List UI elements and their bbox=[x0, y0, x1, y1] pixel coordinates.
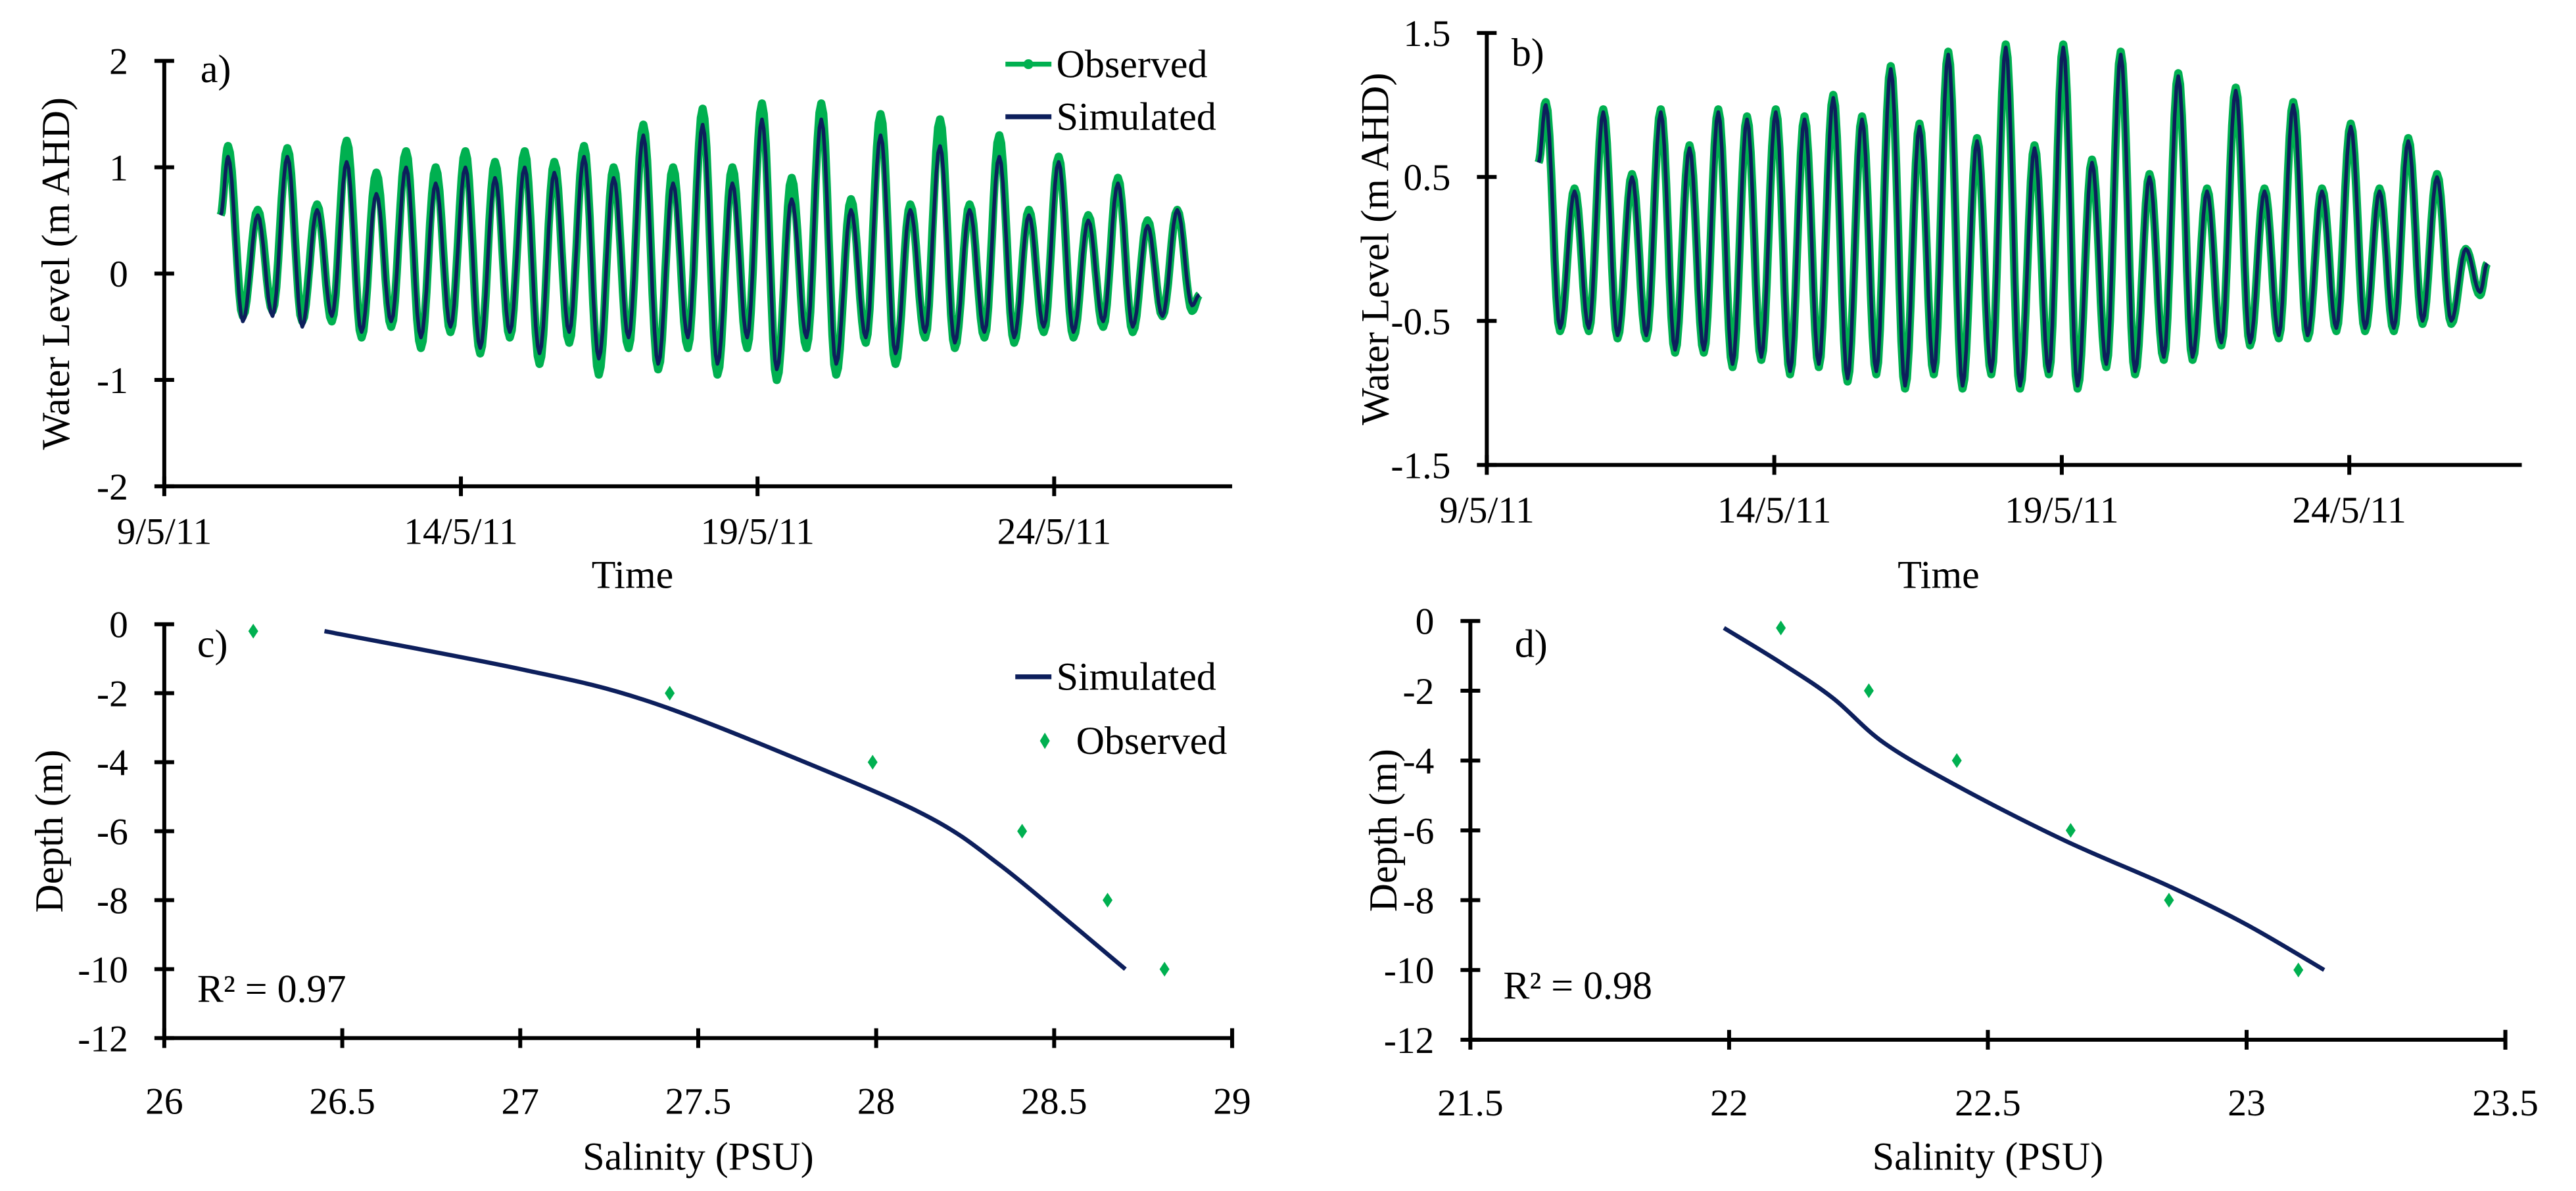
y-tick-label: -12 bbox=[78, 1018, 128, 1060]
y-tick-label: 0.5 bbox=[1404, 157, 1451, 198]
x-tick-label: 24/5/11 bbox=[2292, 490, 2406, 531]
y-tick-label: -10 bbox=[78, 949, 128, 991]
x-tick-label: 14/5/11 bbox=[404, 511, 517, 552]
x-tick-label: 28.5 bbox=[1021, 1081, 1087, 1122]
y-tick-label: -2 bbox=[1403, 671, 1435, 712]
panel-label: b) bbox=[1512, 31, 1544, 74]
observed-point bbox=[248, 623, 258, 639]
y-tick-label: 1.5 bbox=[1404, 13, 1451, 55]
x-tick-label: 27.5 bbox=[665, 1081, 732, 1122]
observed-point bbox=[1103, 893, 1113, 908]
observed-point bbox=[665, 686, 675, 701]
x-tick-label: 26 bbox=[145, 1081, 183, 1122]
series-simulated-line bbox=[1723, 626, 2326, 972]
y-tick-label: -10 bbox=[1384, 950, 1435, 992]
y-tick-label: -4 bbox=[1403, 741, 1435, 782]
y-axis-title: Depth (m) bbox=[1362, 749, 1405, 912]
y-tick-label: 0 bbox=[1416, 601, 1435, 643]
panel-c: 0 -2 -4 -6 -8 -10 -12 26 26.5 27 27.5 28 28.5 29 c) Sal… bbox=[28, 605, 1251, 1179]
observed-point bbox=[2293, 962, 2304, 977]
legend: Simulated Observed bbox=[1015, 655, 1227, 762]
y-axis-title: Water Level (m AHD) bbox=[34, 97, 78, 450]
y-tick-label: -0.5 bbox=[1391, 301, 1450, 342]
r-squared-annotation: R² = 0.98 bbox=[1503, 964, 1652, 1007]
y-tick-label: -2 bbox=[97, 674, 128, 715]
observed-point bbox=[1951, 753, 1962, 768]
observed-point bbox=[1776, 620, 1786, 636]
series-simulated-line bbox=[219, 117, 1201, 371]
y-axis-title: Depth (m) bbox=[28, 750, 71, 913]
legend-observed-marker bbox=[1023, 59, 1034, 70]
x-axis-title: Salinity (PSU) bbox=[583, 1134, 813, 1178]
observed-point bbox=[2164, 893, 2174, 908]
y-tick-label: -8 bbox=[1403, 881, 1435, 922]
x-tick-label: 29 bbox=[1213, 1081, 1251, 1122]
y-tick-label: -6 bbox=[97, 812, 128, 853]
y-tick-label: -1 bbox=[97, 360, 128, 402]
series-simulated-line bbox=[323, 629, 1127, 971]
y-tick-label: -4 bbox=[97, 743, 128, 784]
observed-point bbox=[867, 755, 878, 770]
panel-label: a) bbox=[201, 47, 231, 91]
x-tick-label: 24/5/11 bbox=[997, 511, 1111, 552]
observed-point bbox=[1863, 683, 1874, 699]
observed-point bbox=[1159, 962, 1170, 977]
y-tick-label: 0 bbox=[109, 254, 128, 295]
x-tick-label: 9/5/11 bbox=[1439, 490, 1535, 531]
x-tick-label: 23.5 bbox=[2472, 1083, 2539, 1124]
x-tick-label: 23 bbox=[2228, 1083, 2265, 1124]
x-tick-label: 22.5 bbox=[1955, 1083, 2021, 1124]
legend-observed-marker bbox=[1039, 732, 1050, 749]
x-axis-title: Salinity (PSU) bbox=[1872, 1134, 2103, 1178]
panel-label: d) bbox=[1515, 622, 1548, 666]
y-tick-label: -8 bbox=[97, 881, 128, 922]
y-tick-label: -12 bbox=[1384, 1020, 1435, 1062]
y-tick-label: 0 bbox=[109, 605, 128, 646]
y-tick-label: -2 bbox=[97, 467, 128, 508]
x-tick-label: 22 bbox=[1710, 1083, 1748, 1124]
legend-observed-label: Observed bbox=[1076, 719, 1228, 762]
panel-a: 2 1 0 -1 -29/5/11 14/5/11 19/5/11 24/5/11 a) Time… bbox=[34, 41, 1233, 597]
panel-b: 1.5 0.5 -0.5 -1.59/5/11 14/5/11 19/5/11 24/5/1… bbox=[1353, 13, 2522, 597]
y-tick-label: -1.5 bbox=[1391, 445, 1450, 486]
x-tick-label: 9/5/11 bbox=[116, 511, 212, 552]
r-squared-annotation: R² = 0.97 bbox=[197, 967, 346, 1010]
y-tick-label: -6 bbox=[1403, 810, 1435, 852]
panel-label: c) bbox=[197, 622, 228, 666]
x-tick-label: 14/5/11 bbox=[1717, 490, 1831, 531]
x-tick-label: 21.5 bbox=[1437, 1083, 1504, 1124]
x-tick-label: 27 bbox=[502, 1081, 539, 1122]
y-tick-label: 2 bbox=[109, 41, 128, 83]
x-tick-label: 28 bbox=[857, 1081, 895, 1122]
observed-point bbox=[2065, 823, 2076, 838]
x-tick-label: 19/5/11 bbox=[700, 511, 814, 552]
legend-simulated-label: Simulated bbox=[1057, 95, 1216, 139]
x-axis-title: Time bbox=[592, 553, 673, 597]
legend-simulated-label: Simulated bbox=[1057, 655, 1216, 699]
x-tick-label: 19/5/11 bbox=[2005, 490, 2118, 531]
observed-point bbox=[1017, 824, 1028, 839]
y-axis-title: Water Level (m AHD) bbox=[1353, 73, 1396, 425]
x-tick-label: 26.5 bbox=[309, 1081, 375, 1122]
legend-observed-label: Observed bbox=[1057, 43, 1208, 86]
x-axis-title: Time bbox=[1897, 553, 1979, 597]
legend: Observed Simulated bbox=[1005, 43, 1216, 139]
series-simulated-line bbox=[1537, 45, 2489, 388]
y-tick-label: 1 bbox=[109, 147, 128, 189]
